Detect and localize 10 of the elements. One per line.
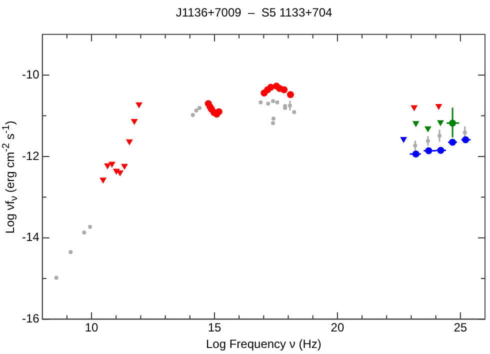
y-tick-label: -14 (22, 230, 40, 244)
y-tick-label: -16 (22, 312, 40, 326)
y-tick-label: -10 (22, 67, 40, 82)
x-tick-label: 20 (330, 320, 344, 335)
x-tick-label: 10 (84, 320, 99, 335)
x-tick-label: 15 (208, 320, 222, 335)
x-tick-label: 25 (454, 320, 468, 335)
chart-title: J1136+7009 – S5 1133+704 (176, 6, 332, 20)
y-tick-label: -12 (22, 148, 40, 163)
x-axis-title: Log Frequency ν (Hz) (206, 337, 322, 352)
